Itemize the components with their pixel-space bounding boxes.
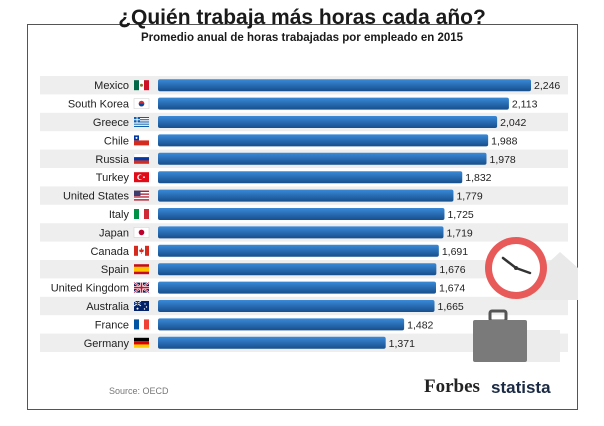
south-korea-flag-icon <box>133 98 150 109</box>
mexico-flag-icon <box>134 80 149 91</box>
bar <box>158 116 498 128</box>
value-label: 2,042 <box>500 117 526 129</box>
value-label: 2,113 <box>512 99 538 111</box>
bar <box>158 226 444 239</box>
value-label: 1,719 <box>446 227 472 239</box>
category-label: United Kingdom <box>51 283 129 295</box>
bar <box>158 208 445 220</box>
category-label: Mexico <box>94 80 129 92</box>
category-label: Canada <box>90 246 129 258</box>
value-label: 1,482 <box>407 319 433 331</box>
chart-subtitle: Promedio anual de horas trabajadas por e… <box>140 32 464 44</box>
australia-flag-icon <box>133 300 149 311</box>
bar <box>158 171 463 184</box>
source-note: Source: OECD <box>109 386 169 396</box>
bar <box>158 263 437 276</box>
bar <box>158 300 435 312</box>
value-label: 2,246 <box>534 80 560 92</box>
bar <box>158 189 454 202</box>
bar <box>158 134 489 147</box>
value-label: 1,988 <box>491 135 517 147</box>
france-flag-icon <box>134 319 149 330</box>
category-label: France <box>95 319 129 331</box>
chart-title: ¿Quién trabaja más horas cada año? <box>118 6 486 29</box>
bar <box>158 336 386 349</box>
bar <box>158 152 487 165</box>
category-label: Turkey <box>96 172 130 184</box>
category-label: Greece <box>93 117 129 129</box>
chile-flag-icon <box>134 135 149 146</box>
bar <box>158 281 437 294</box>
value-label: 1,779 <box>456 191 482 203</box>
value-label: 1,665 <box>438 301 464 313</box>
value-label: 1,725 <box>447 209 473 221</box>
turkey-flag-icon <box>134 172 149 183</box>
category-label: Australia <box>86 301 130 313</box>
germany-flag-icon <box>134 337 149 348</box>
category-label: Chile <box>104 135 129 147</box>
value-label: 1,978 <box>489 154 515 166</box>
greece-flag-icon <box>134 117 149 127</box>
united-kingdom-flag-icon <box>133 281 150 294</box>
value-label: 1,674 <box>439 283 465 295</box>
bar <box>158 244 439 257</box>
bar <box>158 79 531 92</box>
russia-flag-icon <box>133 153 150 164</box>
united-states-flag-icon <box>134 190 149 201</box>
clock-icon <box>485 237 578 300</box>
bar <box>158 97 509 110</box>
value-label: 1,691 <box>442 246 468 258</box>
category-label: South Korea <box>68 99 130 111</box>
spain-flag-icon <box>134 264 149 275</box>
category-label: Germany <box>84 338 130 350</box>
bar <box>158 318 405 331</box>
forbes-logo: Forbes <box>424 376 480 397</box>
value-label: 1,832 <box>465 172 491 184</box>
value-label: 1,371 <box>389 338 415 350</box>
japan-flag-icon <box>133 227 150 238</box>
canada-flag-icon <box>134 245 149 256</box>
category-label: Russia <box>95 154 130 166</box>
italy-flag-icon <box>134 209 149 219</box>
category-label: United States <box>63 191 130 203</box>
category-label: Spain <box>101 264 129 276</box>
category-label: Italy <box>109 209 130 221</box>
statista-logo: statista <box>491 378 551 397</box>
value-label: 1,676 <box>439 264 465 276</box>
briefcase-icon <box>473 309 560 362</box>
category-label: Japan <box>99 227 129 239</box>
